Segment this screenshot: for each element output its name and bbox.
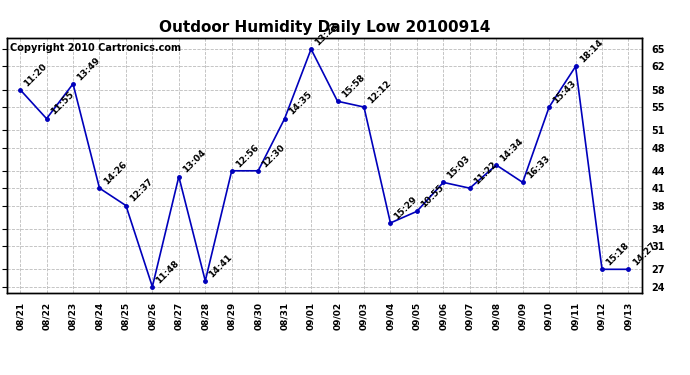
Text: 12:37: 12:37: [128, 177, 155, 204]
Text: 18:14: 18:14: [578, 38, 604, 65]
Text: 15:18: 15:18: [604, 241, 631, 268]
Text: 11:22: 11:22: [472, 160, 498, 186]
Text: 15:03: 15:03: [446, 154, 472, 181]
Text: 14:27: 14:27: [631, 241, 658, 268]
Text: 11:20: 11:20: [22, 62, 49, 88]
Text: 14:35: 14:35: [287, 90, 313, 117]
Text: 11:48: 11:48: [155, 258, 181, 285]
Text: Copyright 2010 Cartronics.com: Copyright 2010 Cartronics.com: [10, 43, 181, 52]
Text: 16:33: 16:33: [525, 154, 551, 181]
Text: 15:29: 15:29: [393, 195, 420, 221]
Text: 14:34: 14:34: [498, 136, 525, 163]
Text: 12:12: 12:12: [366, 79, 393, 105]
Text: 15:58: 15:58: [339, 73, 366, 99]
Text: 14:41: 14:41: [208, 252, 234, 279]
Text: 13:23: 13:23: [313, 21, 339, 47]
Text: 15:43: 15:43: [551, 79, 578, 105]
Text: 12:30: 12:30: [260, 142, 287, 169]
Text: 13:49: 13:49: [75, 56, 102, 82]
Text: 10:55: 10:55: [419, 183, 446, 210]
Text: 13:04: 13:04: [181, 148, 208, 175]
Text: 11:55: 11:55: [49, 90, 75, 117]
Text: 12:56: 12:56: [234, 142, 260, 169]
Title: Outdoor Humidity Daily Low 20100914: Outdoor Humidity Daily Low 20100914: [159, 20, 490, 35]
Text: 14:26: 14:26: [101, 160, 128, 186]
